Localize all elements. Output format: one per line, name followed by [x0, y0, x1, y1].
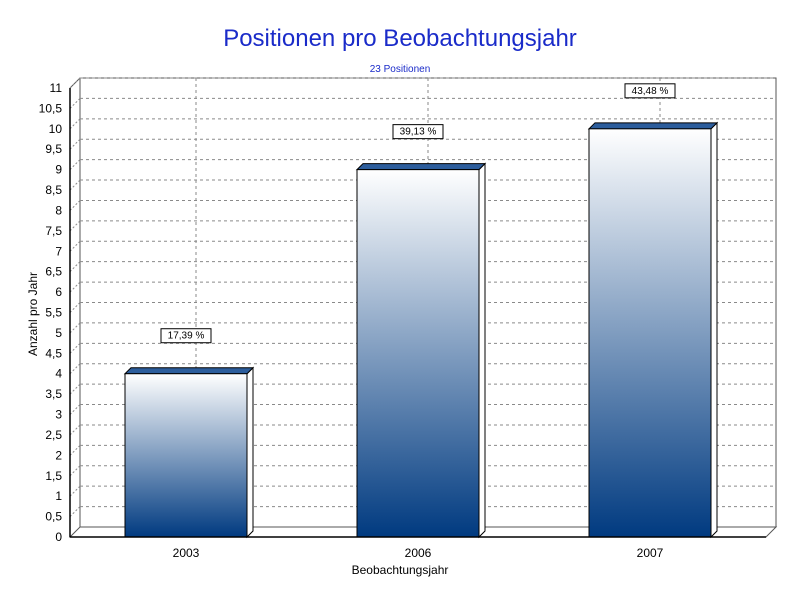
bar-2007: [588, 128, 712, 538]
y-grid-line-wall: [69, 424, 81, 436]
y-grid-line-wall: [69, 363, 81, 375]
data-label-box: [392, 124, 444, 140]
y-tick-label: 10: [49, 122, 63, 136]
bar-top-2007: [587, 122, 719, 130]
y-grid-line-wall: [69, 383, 81, 395]
y-grid-line-wall: [69, 118, 81, 130]
x-tick-label: 2007: [637, 546, 664, 560]
y-grid-line-wall: [69, 342, 81, 354]
y-grid-line-wall: [69, 220, 81, 232]
y-grid-line-wall: [69, 240, 81, 252]
y-tick-label: 8: [55, 203, 62, 217]
x-axis-label: Beobachtungsjahr: [352, 563, 449, 577]
y-tick-label: 2: [55, 448, 62, 462]
data-label: 17,39 %: [168, 331, 205, 342]
y-grid-line-wall: [69, 485, 81, 497]
x-tick-label: 2003: [173, 546, 200, 560]
bar-side-2006: [478, 162, 486, 539]
y-grid-line-wall: [69, 281, 81, 293]
y-grid-line-wall: [69, 179, 81, 191]
y-tick-label: 1,5: [45, 469, 62, 483]
y-tick-label: 0,5: [45, 510, 62, 524]
data-label-box: [624, 83, 676, 99]
data-label-box: [160, 328, 212, 344]
y-grid-line-wall: [69, 322, 81, 334]
y-tick-label: 0: [55, 530, 62, 544]
y-grid-line-wall: [69, 200, 81, 211]
y-tick-label: 4,5: [45, 346, 62, 360]
y-tick-label: 3,5: [45, 387, 62, 401]
y-tick-label: 10,5: [39, 101, 63, 115]
y-grid-line-wall: [69, 465, 81, 477]
chart-title: Positionen pro Beobachtungsjahr: [223, 25, 577, 52]
bar-top-2003: [123, 367, 255, 375]
y-tick-label: 1: [55, 489, 62, 503]
y-tick-label: 2,5: [45, 428, 62, 442]
x-tick-label: 2006: [405, 546, 432, 560]
bar-top-2006: [355, 163, 487, 171]
y-grid-line-wall: [69, 302, 81, 313]
y-grid-line-wall: [69, 445, 81, 456]
y-grid-line-wall: [69, 98, 81, 109]
y-grid-line-wall: [69, 159, 81, 170]
y-tick-label: 9,5: [45, 142, 62, 156]
data-label: 43,48 %: [632, 86, 669, 97]
chart-subtitle: 23 Positionen: [370, 64, 431, 75]
y-grid-line-wall: [69, 138, 81, 150]
y-tick-label: 6,5: [45, 265, 62, 279]
y-grid-line-wall: [69, 404, 81, 415]
y-axis-label: Anzahl pro Jahr: [26, 272, 40, 356]
y-grid-line-wall: [69, 261, 81, 273]
bar-side-2003: [246, 366, 254, 539]
y-tick-label: 11: [50, 81, 63, 95]
bar-2006: [356, 169, 480, 538]
y-tick-label: 7: [55, 244, 62, 258]
bar-side-2007: [710, 121, 718, 539]
plot-area: 0 0,5 1 1,5 2 2,5 3 3,5 4 4,5 5 5,5 6 6,5 7 7,5 8 8,5 9 9,5…: [39, 77, 778, 560]
data-label: 39,13 %: [400, 127, 437, 138]
y-tick-label: 3: [55, 408, 62, 422]
y-tick-label: 7,5: [45, 224, 62, 238]
y-grid-line-wall: [69, 506, 81, 517]
bar-2003: [124, 373, 248, 538]
y-tick-label: 6: [55, 285, 62, 299]
y-tick-label: 5: [55, 326, 62, 340]
y-tick-label: 5,5: [45, 306, 62, 320]
y-tick-label: 4: [55, 367, 62, 381]
y-tick-label: 9: [55, 163, 62, 177]
plot-left-wall-edge: [69, 77, 81, 89]
y-tick-label: 8,5: [45, 183, 62, 197]
